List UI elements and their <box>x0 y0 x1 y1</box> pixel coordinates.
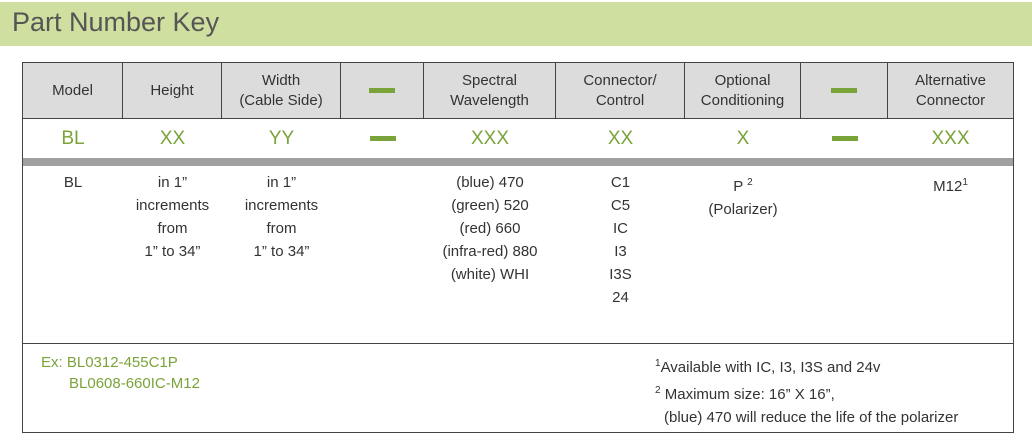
title-band: Part Number Key <box>0 2 1032 46</box>
detail-line: I3S <box>609 266 632 283</box>
detail-cell: BL <box>23 171 123 343</box>
detail-cell: C1 C5 IC I3 I3S 24 <box>556 171 685 343</box>
footnotes: 1Available with IC, I3, I3S and 24v 2 Ma… <box>655 352 958 429</box>
detail-line: from <box>157 220 188 237</box>
footnote: 2 Maximum size: 16” X 16”, <box>655 385 835 403</box>
separator-dash <box>801 63 888 118</box>
footer: Ex: BL0312-455C1P BL0608-660IC-M12 1Avai… <box>23 343 1013 433</box>
detail-cell <box>801 171 888 343</box>
detail-line: C5 <box>610 197 631 214</box>
code-cell: X <box>736 127 750 149</box>
examples-label: Ex: <box>41 354 63 371</box>
detail-line: in 1” <box>266 174 297 191</box>
code-cell: BL <box>61 127 85 149</box>
detail-cell: P 2 (Polarizer) <box>685 171 801 343</box>
column-header: Height <box>123 63 222 118</box>
detail-line: from <box>266 220 297 237</box>
separator-dash <box>801 119 888 158</box>
details-row: BL in 1” increments from 1” to 34” in 1” incre… <box>23 171 1013 343</box>
detail-cell: M121 <box>888 171 1013 343</box>
detail-cell: in 1” increments from 1” to 34” <box>222 171 341 343</box>
dash-icon <box>831 88 857 93</box>
dash-icon <box>831 136 858 141</box>
code-cell: XXX <box>931 127 970 149</box>
detail-line: (blue) 470 <box>456 174 524 191</box>
code-cell: YY <box>268 127 295 149</box>
page-title: Part Number Key <box>12 7 220 37</box>
detail-line: increments <box>135 197 210 214</box>
example-item: BL0312-455C1P <box>66 354 178 371</box>
detail-line: C1 <box>610 174 631 191</box>
column-header: Alternative Connector <box>915 71 986 109</box>
detail-cell: in 1” increments from 1” to 34” <box>123 171 222 343</box>
part-number-table: Model Height Width (Cable Side) Spectral Wa… <box>22 62 1014 433</box>
divider-bar <box>23 158 1013 166</box>
detail-line: 24 <box>612 289 629 306</box>
detail-line: IC <box>612 220 628 237</box>
dash-icon <box>369 136 396 141</box>
code-row: BL XX YY XXX XX X XXX <box>23 119 1013 158</box>
detail-line: (infra-red) 880 <box>442 243 538 260</box>
column-header: Model <box>23 63 123 118</box>
detail-line: BL <box>63 174 83 191</box>
separator-dash <box>341 63 424 118</box>
column-header: Optional Conditioning <box>685 63 801 118</box>
detail-line: increments <box>244 197 319 214</box>
code-cell: XX <box>607 127 634 149</box>
separator-dash <box>341 119 424 158</box>
footnote: 1Available with IC, I3, I3S and 24v <box>655 358 881 376</box>
header-row: Model Height Width (Cable Side) Spectral Wa… <box>23 63 1013 119</box>
column-header: Spectral Wavelength <box>424 63 556 118</box>
detail-line: 1” to 34” <box>253 243 310 260</box>
detail-line: (red) 660 <box>459 220 521 237</box>
detail-cell <box>341 171 424 343</box>
detail-line: P 2 <box>733 177 753 195</box>
column-header: Connector/ Control <box>556 63 685 118</box>
footnote: (blue) 470 will reduce the life of the p… <box>664 409 959 426</box>
detail-line: (Polarizer) <box>708 201 778 218</box>
detail-line: (white) WHI <box>450 266 530 283</box>
code-cell: XX <box>159 127 186 149</box>
code-cell: XXX <box>470 127 510 149</box>
column-header: Width (Cable Side) <box>222 63 341 118</box>
detail-line: M121 <box>933 177 968 195</box>
examples: Ex: BL0312-455C1P BL0608-660IC-M12 <box>41 352 200 394</box>
example-item: BL0608-660IC-M12 <box>69 375 200 392</box>
detail-cell: (blue) 470 (green) 520 (red) 660 (infra-red… <box>424 171 556 343</box>
detail-line: 1” to 34” <box>144 243 201 260</box>
detail-line: I3 <box>614 243 627 260</box>
detail-line: in 1” <box>157 174 188 191</box>
detail-line: (green) 520 <box>451 197 529 214</box>
dash-icon <box>369 88 395 93</box>
